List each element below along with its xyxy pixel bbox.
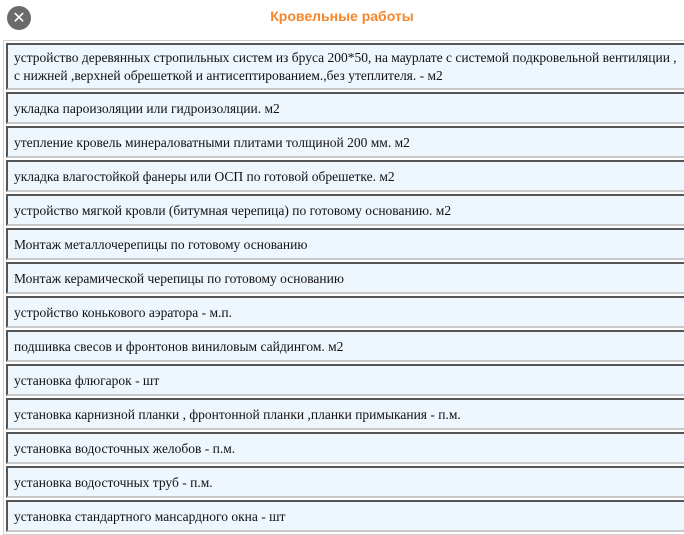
list-item[interactable]: устройство конькового аэратора - м.п. xyxy=(6,296,684,328)
list-item[interactable]: установка флюгарок - шт xyxy=(6,364,684,396)
list-item[interactable]: установка водосточных желобов - п.м. xyxy=(6,432,684,464)
list-item[interactable]: укладка влагостойкой фанеры или ОСП по г… xyxy=(6,160,684,192)
list-item[interactable]: подшивка свесов и фронтонов виниловым са… xyxy=(6,330,684,362)
list-item[interactable]: Монтаж металлочерепицы по готовому основ… xyxy=(6,228,684,260)
page-title: Кровельные работы xyxy=(270,8,414,24)
list-item[interactable]: утепление кровель минераловатными плитам… xyxy=(6,126,684,158)
list-item[interactable]: установка стандартного мансардного окна … xyxy=(6,500,684,532)
list-item[interactable]: установка водосточных труб - п.м. xyxy=(6,466,684,498)
list-item[interactable]: устройство мягкой кровли (битумная череп… xyxy=(6,194,684,226)
close-button[interactable]: ✕ xyxy=(7,6,31,30)
list-item[interactable]: укладка пароизоляции или гидроизоляции. … xyxy=(6,92,684,124)
list-item[interactable]: установка карнизной планки , фронтонной … xyxy=(6,398,684,430)
close-icon: ✕ xyxy=(12,8,26,27)
list-item[interactable]: устройство деревянных стропильных систем… xyxy=(6,43,684,90)
services-list: устройство деревянных стропильных систем… xyxy=(3,40,684,535)
list-item[interactable]: Монтаж керамической черепицы по готовому… xyxy=(6,262,684,294)
